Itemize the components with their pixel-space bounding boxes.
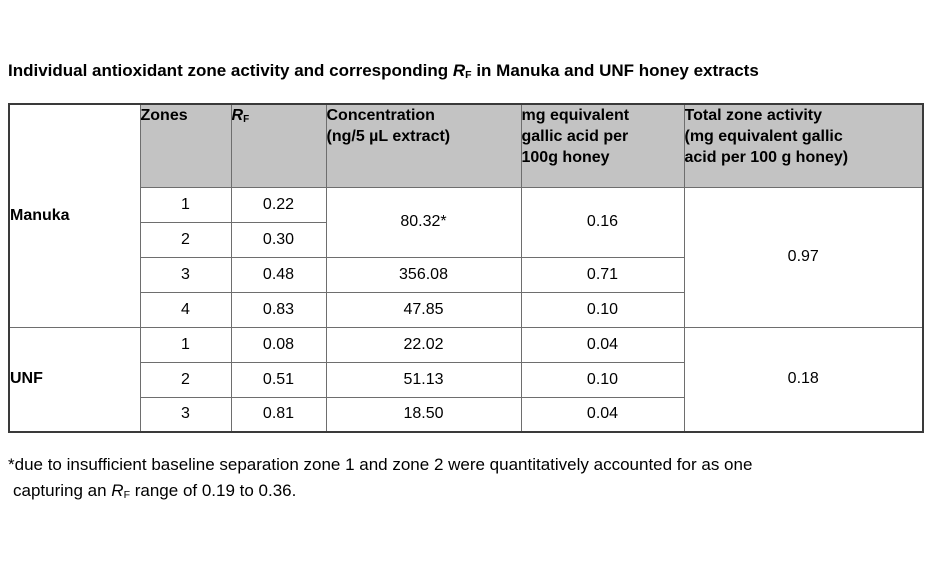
rf-symbol-sub: F bbox=[243, 113, 250, 125]
manuka-zone-3-row: 3 0.48 356.08 0.71 bbox=[9, 256, 923, 293]
cell-mg-equivalent: 0.71 bbox=[520, 256, 685, 293]
cell-concentration-zone1-2: 80.32* bbox=[325, 186, 522, 258]
footnote-line2-prefix: capturing an bbox=[13, 481, 112, 500]
footnote-line-1: *due to insufficient baseline separation… bbox=[8, 455, 753, 474]
cell-total-manuka: 0.97 bbox=[683, 186, 924, 328]
table-caption: Individual antioxidant zone activity and… bbox=[8, 60, 922, 84]
cell-rf: 0.48 bbox=[230, 256, 327, 293]
cell-zone: 1 bbox=[139, 186, 232, 223]
footnote-line2-suffix: range of 0.19 to 0.36. bbox=[130, 481, 297, 500]
cell-rf: 0.51 bbox=[230, 361, 327, 398]
cell-mg-equivalent: 0.10 bbox=[520, 361, 685, 398]
unf-zone-2-row: 2 0.51 51.13 0.10 bbox=[9, 361, 923, 398]
col-header-concentration: Concentration (ng/5 µL extract) bbox=[325, 103, 522, 188]
rf-symbol-base: R bbox=[111, 481, 124, 500]
unf-zone-3-row: 3 0.81 18.50 0.04 bbox=[9, 396, 923, 433]
cell-rf: 0.30 bbox=[230, 221, 327, 258]
cell-concentration: 47.85 bbox=[325, 291, 522, 328]
rf-symbol-sub: F bbox=[465, 68, 472, 81]
cell-mg-equivalent: 0.04 bbox=[520, 396, 685, 433]
sample-cell-manuka: Manuka bbox=[8, 103, 141, 328]
cell-mg-equivalent: 0.10 bbox=[520, 291, 685, 328]
caption-prefix: Individual antioxidant zone activity and… bbox=[8, 61, 453, 80]
footnote: *due to insufficient baseline separation… bbox=[8, 452, 922, 506]
col-header-rf: RF bbox=[230, 103, 327, 188]
cell-concentration: 51.13 bbox=[325, 361, 522, 398]
cell-zone: 1 bbox=[139, 326, 232, 363]
cell-rf: 0.81 bbox=[230, 396, 327, 433]
cell-zone: 3 bbox=[139, 256, 232, 293]
rf-symbol: RF bbox=[111, 481, 131, 501]
table-header-row: Manuka Zones RF Concentration (ng/5 µL e… bbox=[8, 103, 924, 328]
cell-concentration: 356.08 bbox=[325, 256, 522, 293]
cell-zone: 2 bbox=[139, 361, 232, 398]
rf-symbol-base: R bbox=[452, 61, 466, 80]
col-header-zones: Zones bbox=[139, 103, 232, 188]
rf-symbol: RF bbox=[452, 61, 472, 81]
col-header-total-zone-activity: Total zone activity (mg equivalent galli… bbox=[683, 103, 924, 188]
rf-symbol-base: R bbox=[231, 107, 244, 124]
cell-zone: 2 bbox=[139, 221, 232, 258]
cell-mg-equivalent-zone1-2: 0.16 bbox=[520, 186, 685, 258]
footnote-line-2: capturing an RF range of 0.19 to 0.36. bbox=[8, 478, 922, 506]
rf-symbol: RF bbox=[231, 107, 250, 125]
cell-rf: 0.08 bbox=[230, 326, 327, 363]
caption-suffix: in Manuka and UNF honey extracts bbox=[471, 61, 759, 80]
col-header-mg-equivalent: mg equivalent gallic acid per 100g honey bbox=[520, 103, 685, 188]
manuka-zone-1-row: 1 0.22 80.32* 0.16 0.97 bbox=[9, 186, 924, 328]
manuka-zone-2-row: 2 0.30 bbox=[9, 221, 923, 258]
cell-rf: 0.22 bbox=[230, 186, 327, 223]
cell-mg-equivalent: 0.04 bbox=[520, 326, 685, 363]
cell-total-unf: 0.18 bbox=[683, 326, 924, 433]
cell-zone: 4 bbox=[139, 291, 232, 328]
manuka-zone-4-row: 4 0.83 47.85 0.10 bbox=[9, 291, 923, 328]
cell-concentration: 22.02 bbox=[325, 326, 522, 363]
sample-cell-unf: UNF bbox=[8, 326, 141, 433]
honey-extract-table: Manuka Zones RF Concentration (ng/5 µL e… bbox=[8, 103, 924, 433]
cell-rf: 0.83 bbox=[230, 291, 327, 328]
cell-concentration: 18.50 bbox=[325, 396, 522, 433]
unf-zone-1-row: UNF 1 0.08 22.02 0.04 0.18 bbox=[8, 326, 924, 433]
cell-zone: 3 bbox=[139, 396, 232, 433]
rf-symbol-sub: F bbox=[123, 488, 131, 501]
